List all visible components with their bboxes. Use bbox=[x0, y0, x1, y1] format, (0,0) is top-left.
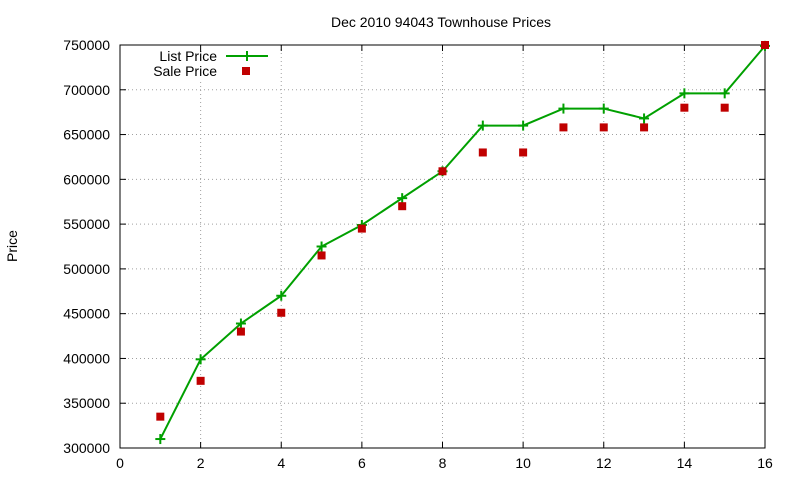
y-tick-label: 650000 bbox=[63, 127, 110, 143]
data-point-sale-price bbox=[236, 327, 245, 336]
data-point-list-price bbox=[558, 103, 569, 114]
x-tick-label: 12 bbox=[596, 455, 612, 471]
legend: List Price Sale Price bbox=[153, 48, 268, 79]
data-point-sale-price bbox=[478, 148, 487, 157]
x-tick-label: 16 bbox=[757, 455, 773, 471]
legend-label-list-price: List Price bbox=[159, 48, 217, 64]
x-tick-label: 4 bbox=[277, 455, 285, 471]
data-point-sale-price bbox=[640, 123, 649, 132]
data-point-sale-price bbox=[559, 123, 568, 132]
legend-label-sale-price: Sale Price bbox=[153, 63, 217, 79]
x-tick-label: 8 bbox=[439, 455, 447, 471]
data-point-sale-price bbox=[720, 103, 729, 112]
data-point-list-price bbox=[477, 120, 488, 131]
data-point-sale-price bbox=[599, 123, 608, 132]
data-point-list-price bbox=[518, 120, 529, 131]
data-point-sale-price bbox=[398, 202, 407, 211]
data-point-list-price bbox=[397, 193, 408, 204]
y-axis-label: Price bbox=[4, 230, 20, 262]
data-point-list-price bbox=[719, 88, 730, 99]
data-point-list-price bbox=[639, 113, 650, 124]
y-tick-label: 700000 bbox=[63, 82, 110, 98]
data-point-sale-price bbox=[761, 41, 769, 49]
data-point-sale-price bbox=[196, 376, 205, 385]
data-point-list-price bbox=[598, 103, 609, 114]
y-tick-label: 400000 bbox=[63, 350, 110, 366]
y-tick-label: 500000 bbox=[63, 261, 110, 277]
y-tick-label: 550000 bbox=[63, 216, 110, 232]
legend-marker-sale-price bbox=[242, 67, 250, 75]
data-point-sale-price bbox=[156, 412, 165, 421]
y-tick-label: 350000 bbox=[63, 395, 110, 411]
data-point-sale-price bbox=[357, 224, 366, 233]
data-point-list-price bbox=[155, 434, 166, 445]
grid bbox=[120, 45, 765, 448]
x-tick-label: 10 bbox=[515, 455, 531, 471]
x-tick-label: 0 bbox=[116, 455, 124, 471]
x-tick-label: 6 bbox=[358, 455, 366, 471]
y-tick-label: 450000 bbox=[63, 306, 110, 322]
data-point-sale-price bbox=[680, 103, 689, 112]
axes: 0 2 4 6 8 10 12 14 16 300000 350000 400000 450000 500… bbox=[63, 37, 773, 471]
y-tick-label: 750000 bbox=[63, 37, 110, 53]
data-point-list-price bbox=[316, 241, 327, 252]
series-line-list-price bbox=[159, 45, 766, 440]
data-point-list-price bbox=[276, 290, 287, 301]
data-point-sale-price bbox=[317, 251, 326, 260]
plot-area bbox=[155, 40, 770, 445]
data-point-sale-price bbox=[519, 148, 528, 157]
chart-title: Dec 2010 94043 Townhouse Prices bbox=[331, 14, 551, 30]
y-tick-label: 300000 bbox=[63, 440, 110, 456]
data-point-sale-price bbox=[438, 167, 447, 176]
y-tick-label: 600000 bbox=[63, 171, 110, 187]
legend-marker-list-price bbox=[242, 51, 252, 61]
data-point-list-price bbox=[195, 354, 206, 365]
x-tick-label: 14 bbox=[677, 455, 693, 471]
data-point-list-price bbox=[235, 318, 246, 329]
x-tick-label: 2 bbox=[197, 455, 205, 471]
data-point-sale-price bbox=[277, 308, 286, 317]
data-point-list-price bbox=[679, 88, 690, 99]
